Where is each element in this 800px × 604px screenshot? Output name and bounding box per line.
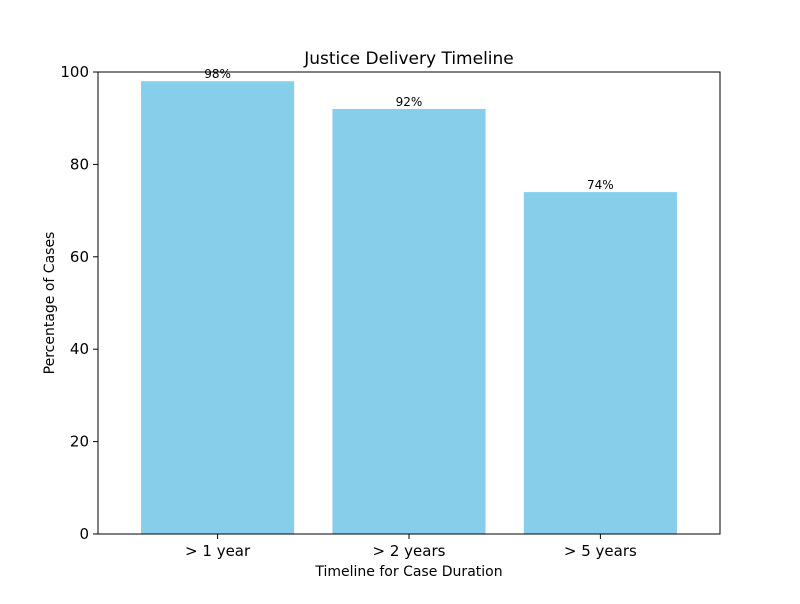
y-axis-label: Percentage of Cases [42,232,58,375]
y-tick-label-4: 80 [70,155,89,173]
bar-2 [523,192,677,534]
x-tick-label-1: > 2 years [373,542,446,560]
x-tick-label-0: > 1 year [185,542,251,560]
data-label-0: 98% [204,67,231,81]
chart-title: Justice Delivery Timeline [303,49,514,69]
y-tick-label-1: 20 [70,433,89,451]
x-axis-label: Timeline for Case Duration [314,564,502,580]
data-labels-group: 98% 92% 74% [204,67,613,192]
plot-frame [97,71,721,535]
bar-0 [141,81,295,535]
y-tick-label-0: 0 [79,525,89,543]
y-tick-label-2: 40 [70,340,89,358]
x-axis-ticks: > 1 year > 2 years > 5 years [185,534,637,560]
y-tick-label-3: 60 [70,248,89,266]
bar-1 [332,108,486,535]
y-tick-label-5: 100 [60,63,89,81]
bars-group [141,81,677,535]
data-label-2: 74% [587,178,614,192]
data-label-1: 92% [396,95,423,109]
y-axis-ticks: 0 20 40 60 80 100 [60,63,98,543]
x-tick-label-2: > 5 years [564,542,637,560]
